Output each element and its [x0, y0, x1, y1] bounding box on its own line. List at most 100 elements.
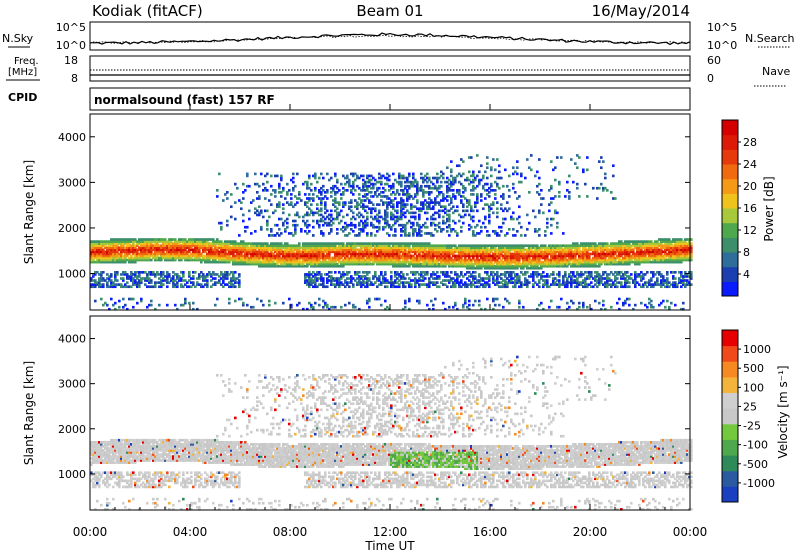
heatmap-cell [106, 256, 109, 260]
heatmap-cell [358, 244, 361, 248]
heatmap-cell [154, 254, 157, 258]
heatmap-cell [242, 197, 245, 200]
heatmap-cell [550, 256, 553, 260]
heatmap-cell [388, 242, 391, 245]
heatmap-cell [398, 279, 401, 282]
heatmap-cell [358, 262, 361, 266]
heatmap-cell [424, 225, 427, 229]
heatmap-cell [106, 281, 109, 284]
heatmap-cell [470, 275, 473, 278]
heatmap-cell [342, 283, 345, 286]
heatmap-cell [520, 254, 523, 258]
heatmap-cell [254, 242, 257, 245]
heatmap-cell [402, 307, 405, 311]
heatmap-cell [172, 252, 175, 256]
heatmap-cell [314, 242, 317, 245]
heatmap-cell [318, 250, 321, 254]
heatmap-cell [258, 211, 261, 215]
heatmap-cell [310, 211, 313, 215]
heatmap-cell [360, 189, 363, 192]
heatmap-cell [524, 279, 527, 282]
heatmap-cell [290, 303, 293, 307]
heatmap-cell [454, 244, 457, 248]
heatmap-cell [546, 260, 549, 264]
heatmap-cell [506, 285, 509, 289]
heatmap-cell [480, 262, 483, 266]
heatmap-cell [460, 244, 463, 248]
heatmap-cell [544, 264, 547, 268]
heatmap-cell [380, 258, 383, 262]
heatmap-cell [146, 258, 149, 262]
heatmap-cell [474, 266, 477, 270]
heatmap-cell [396, 273, 399, 276]
heatmap-cell [354, 217, 357, 221]
heatmap-cell [418, 234, 421, 237]
heatmap-cell [546, 285, 549, 289]
heatmap-cell [446, 250, 449, 254]
heatmap-cell [374, 260, 377, 264]
heatmap-cell [384, 285, 387, 289]
heatmap-cell [252, 246, 255, 250]
heatmap-cell [384, 277, 387, 280]
heatmap-cell [334, 209, 337, 213]
heatmap-cell [458, 283, 461, 286]
heatmap-cell [422, 271, 425, 274]
heatmap-cell [462, 205, 465, 209]
heatmap-cell [480, 264, 483, 268]
heatmap-cell [444, 256, 447, 260]
heatmap-cell [126, 242, 129, 245]
heatmap-cell [538, 262, 541, 266]
heatmap-cell [234, 254, 237, 258]
heatmap-cell [376, 186, 379, 190]
heatmap-cell [414, 215, 417, 219]
heatmap-cell [146, 252, 149, 256]
heatmap-cell [336, 201, 339, 204]
heatmap-cell [268, 246, 271, 250]
heatmap-cell [368, 180, 371, 184]
heatmap-cell [454, 260, 457, 264]
heatmap-cell [316, 285, 319, 289]
heatmap-cell [560, 264, 563, 268]
heatmap-cell [538, 256, 541, 260]
heatmap-cell [394, 215, 397, 219]
heatmap-cell [522, 266, 525, 270]
heatmap-cell [244, 225, 247, 229]
heatmap-cell [552, 254, 555, 258]
heatmap-cell [520, 174, 523, 178]
heatmap-cell [458, 254, 461, 258]
heatmap-cell [338, 211, 341, 215]
heatmap-cell [386, 207, 389, 211]
heatmap-cell [94, 242, 97, 245]
heatmap-cell [154, 250, 157, 254]
heatmap-cell [268, 248, 271, 252]
heatmap-cell [468, 223, 471, 227]
heatmap-cell [448, 223, 451, 227]
heatmap-cell [352, 211, 355, 215]
heatmap-cell [516, 266, 519, 270]
heatmap-cell [488, 248, 491, 252]
heatmap-cell [364, 223, 367, 227]
heatmap-cell [180, 244, 183, 248]
heatmap-cell [322, 279, 325, 282]
heatmap-cell [104, 254, 107, 258]
heatmap-cell [394, 219, 397, 223]
heatmap-cell [370, 207, 373, 211]
heatmap-cell [414, 281, 417, 284]
heatmap-cell [278, 260, 281, 264]
heatmap-cell [164, 238, 167, 241]
heatmap-cell [130, 256, 133, 260]
heatmap-cell [386, 242, 389, 245]
heatmap-cell [358, 197, 361, 200]
heatmap-cell [470, 207, 473, 211]
heatmap-cell [108, 285, 111, 289]
heatmap-cell [464, 262, 467, 266]
heatmap-cell [518, 244, 521, 248]
heatmap-cell [356, 176, 359, 180]
heatmap-cell [272, 260, 275, 264]
heatmap-cell [374, 191, 377, 194]
heatmap-cell [556, 225, 559, 229]
heatmap-cell [540, 262, 543, 266]
heatmap-cell [296, 201, 299, 204]
heatmap-cell [356, 203, 359, 206]
heatmap-cell [224, 240, 227, 243]
